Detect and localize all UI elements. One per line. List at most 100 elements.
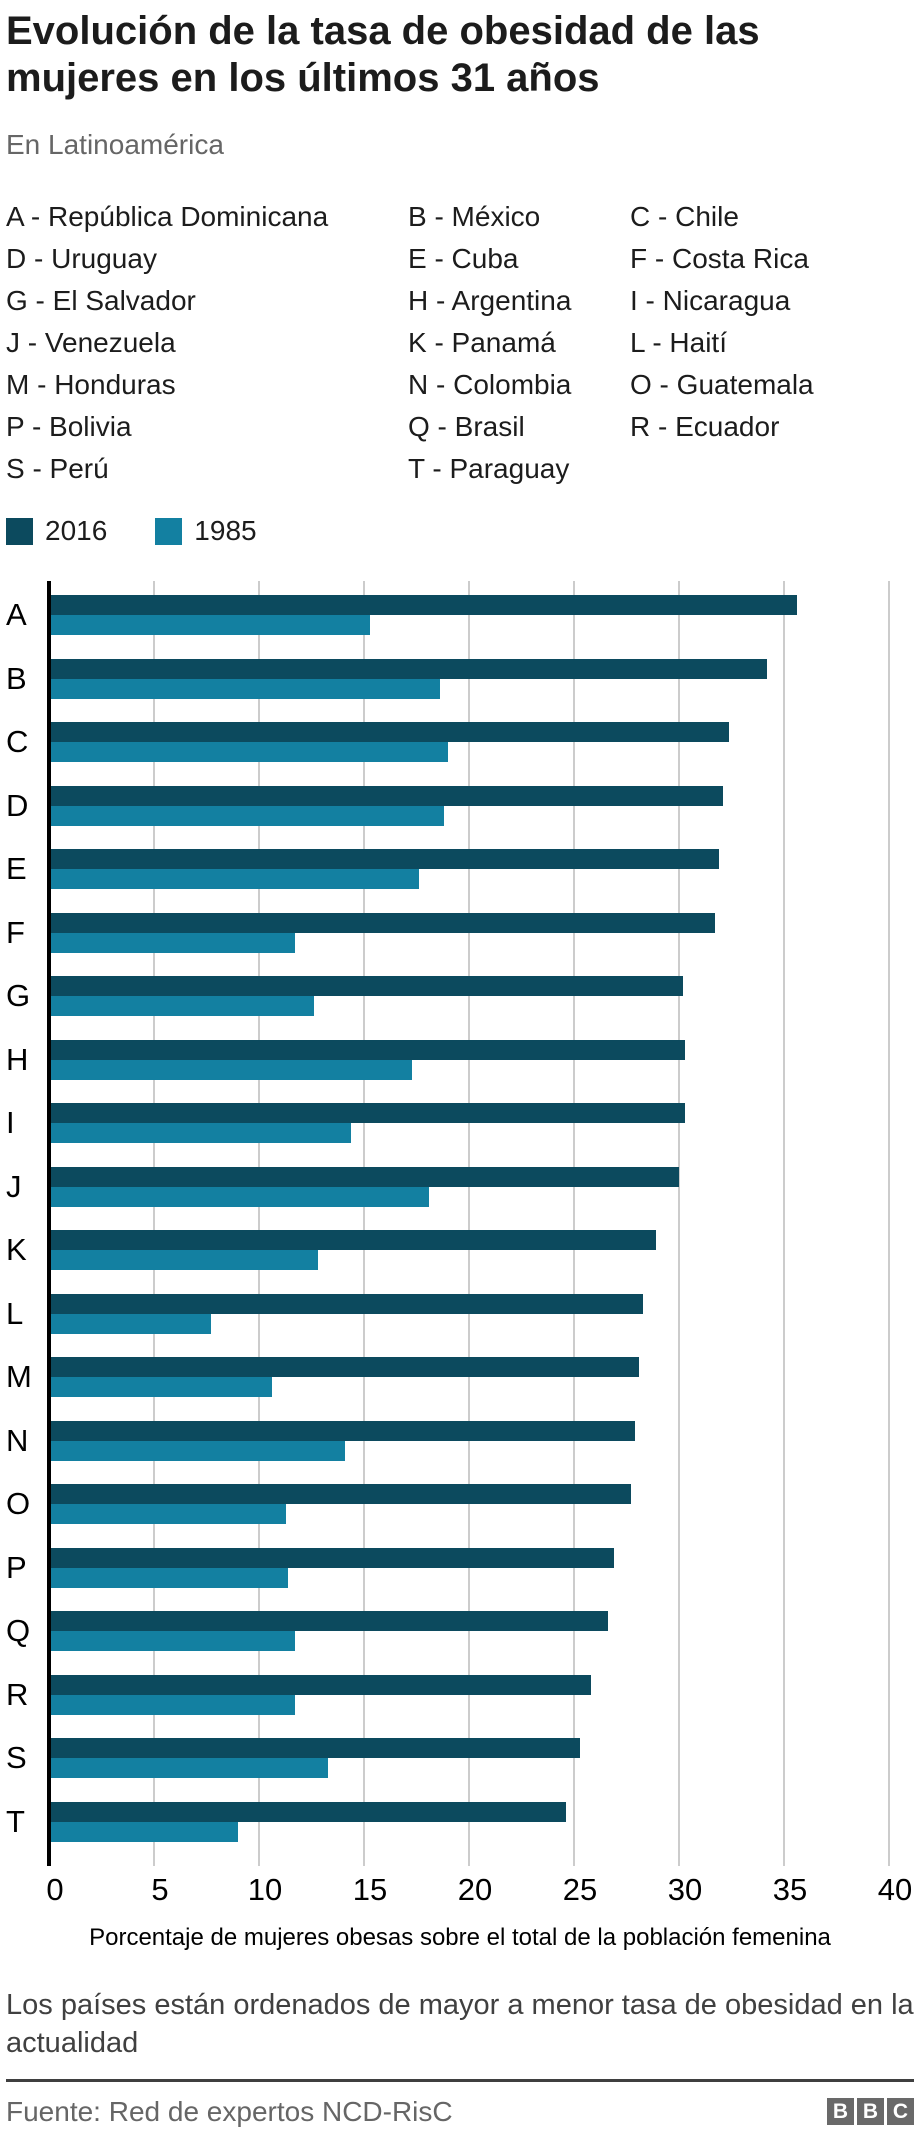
bar-group-E: E (6, 849, 914, 913)
category-label-M: M (6, 1359, 32, 1395)
bar-1985-F (51, 932, 295, 953)
country-key-item-H: H - Argentina (408, 285, 572, 317)
bar-1985-E (51, 869, 419, 890)
category-label-S: S (6, 1740, 27, 1776)
bars-D (51, 785, 914, 850)
bar-1985-O (51, 1504, 287, 1525)
bar-group-R: R (6, 1674, 914, 1739)
bar-group-Q: Q (6, 1611, 914, 1675)
bar-group-T: T (6, 1801, 914, 1866)
country-key-item-C: C - Chile (630, 201, 739, 233)
bar-group-D: D (6, 785, 914, 850)
bar-2016-D (51, 785, 723, 806)
bars-F (51, 912, 914, 977)
bar-1985-M (51, 1377, 272, 1398)
bar-2016-I (51, 1103, 686, 1124)
bars-R (51, 1674, 914, 1739)
page-subtitle: En Latinoamérica (6, 129, 224, 161)
bar-2016-R (51, 1674, 591, 1695)
bars-I (51, 1103, 914, 1167)
bar-2016-Q (51, 1611, 608, 1632)
category-label-H: H (6, 1041, 29, 1077)
country-key-item-N: N - Colombia (408, 369, 572, 401)
bars-G (51, 976, 914, 1040)
country-key-item-O: O - Guatemala (630, 369, 814, 401)
category-label-L: L (6, 1295, 24, 1331)
bar-2016-K (51, 1230, 656, 1251)
bbc-logo-block-3: C (887, 2098, 914, 2126)
bar-group-L: L (6, 1293, 914, 1358)
bar-1985-S (51, 1758, 329, 1779)
bar-1985-H (51, 1059, 413, 1080)
category-label-O: O (6, 1486, 31, 1522)
bars-T (51, 1801, 914, 1866)
country-key-item-A: A - República Dominicana (6, 201, 329, 233)
category-label-N: N (6, 1422, 29, 1458)
bar-group-K: K (6, 1230, 914, 1294)
category-label-E: E (6, 851, 27, 887)
gridline-40 (888, 581, 890, 1867)
bar-1985-G (51, 996, 314, 1017)
legend-swatch-2016 (6, 517, 33, 545)
gridline-20 (468, 581, 470, 1867)
bars-K (51, 1230, 914, 1294)
x-tick-15: 15 (352, 1872, 388, 1908)
category-label-F: F (6, 914, 25, 950)
legend-item-2016: 2016 (6, 515, 107, 547)
bar-2016-N (51, 1420, 635, 1441)
bars-C (51, 722, 914, 786)
country-key: A - República Dominicana B - México C - Ch… (6, 201, 914, 485)
category-label-P: P (6, 1549, 27, 1585)
divider (6, 2078, 914, 2082)
bbc-logo-block-2: B (857, 2098, 884, 2126)
legend-item-1985: 1985 (155, 515, 257, 547)
bar-2016-M (51, 1357, 639, 1378)
country-key-item-Q: Q - Brasil (408, 411, 525, 443)
bars-H (51, 1039, 914, 1104)
x-tick-20: 20 (457, 1872, 493, 1908)
page-title: Evolución de la tasa de obesidad de las … (6, 9, 760, 101)
bar-group-C: C (6, 722, 914, 786)
bar-group-P: P (6, 1547, 914, 1612)
bar-2016-C (51, 722, 730, 743)
x-tick-5: 5 (151, 1872, 169, 1908)
category-label-B: B (6, 660, 27, 696)
bar-1985-C (51, 742, 448, 763)
bar-1985-D (51, 805, 444, 826)
x-tick-10: 10 (247, 1872, 283, 1908)
bars-M (51, 1357, 914, 1421)
country-key-item-I: I - Nicaragua (630, 285, 791, 317)
bbc-logo-block-1: B (827, 2098, 854, 2126)
category-label-R: R (6, 1676, 29, 1712)
category-label-D: D (6, 787, 29, 823)
country-key-item-G: G - El Salvador (6, 285, 196, 317)
bar-1985-K (51, 1250, 318, 1271)
bar-1985-A (51, 615, 371, 636)
bars-A (51, 595, 914, 659)
gridline-30 (678, 581, 680, 1867)
bar-1985-T (51, 1821, 238, 1842)
bar-1985-R (51, 1694, 295, 1715)
bars-L (51, 1293, 914, 1358)
bar-2016-G (51, 976, 684, 997)
bar-2016-T (51, 1801, 566, 1822)
gridline-10 (258, 581, 260, 1867)
bar-group-H: H (6, 1039, 914, 1104)
legend-label: 2016 (45, 515, 108, 547)
bar-group-N: N (6, 1420, 914, 1485)
bar-2016-J (51, 1166, 679, 1187)
bar-2016-H (51, 1039, 686, 1060)
bar-group-A: A (6, 595, 914, 659)
x-axis-label: Porcentaje de mujeres obesas sobre el to… (89, 1924, 831, 1952)
bar-group-B: B (6, 658, 914, 723)
bar-1985-N (51, 1440, 345, 1461)
category-label-C: C (6, 724, 29, 760)
category-label-G: G (6, 978, 31, 1014)
x-axis-ticks: 0 5 10 15 20 25 30 35 40 (6, 1866, 914, 1910)
bar-2016-L (51, 1293, 644, 1314)
bars-N (51, 1420, 914, 1485)
country-key-item-K: K - Panamá (408, 327, 556, 359)
legend-label: 1985 (194, 515, 257, 547)
